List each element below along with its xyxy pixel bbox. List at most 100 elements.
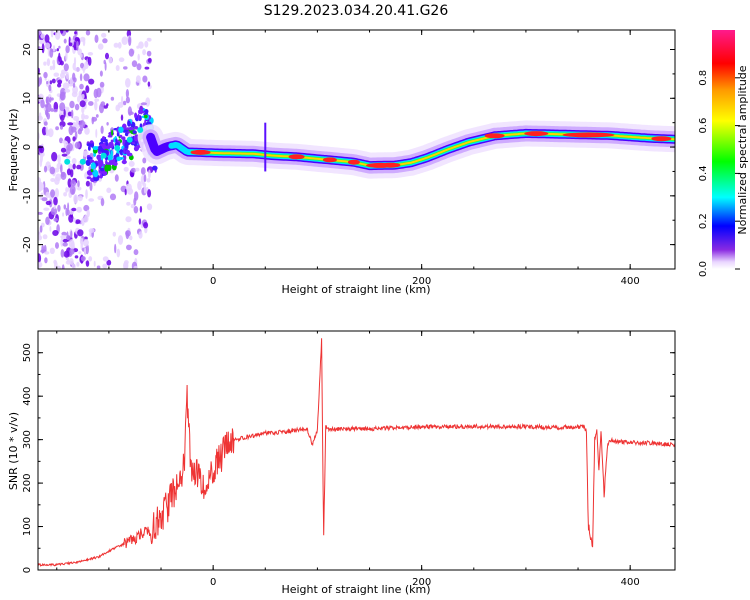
spectrogram-noise-blob: [63, 38, 67, 44]
spectrogram-noise-blob: [108, 56, 113, 64]
spectrogram-noise-blob: [144, 40, 149, 48]
spectrogram-burst-core: [114, 145, 121, 151]
spectrogram-noise-blob: [51, 151, 58, 162]
spectrogram-noise-blob: [65, 45, 70, 54]
spectrogram-noise-blob: [68, 239, 75, 248]
spectrogram-noise-blob: [48, 128, 54, 138]
spectrogram-noise-blob: [125, 78, 131, 88]
spectrogram-noise-blob: [84, 247, 87, 255]
spectrogram-noise-blob: [83, 204, 90, 212]
spectrogram-noise-blob: [100, 125, 104, 134]
spectrogram-noise-blob: [143, 174, 147, 183]
spectrogram-noise-blob: [84, 61, 89, 69]
spectrogram-noise-blob: [62, 212, 65, 217]
spectrogram-noise-blob: [41, 126, 47, 136]
spectrogram-noise-blob: [45, 126, 49, 135]
spectrogram-noise-blob: [40, 192, 44, 197]
snr-plot-area: [38, 331, 675, 570]
spectrogram-noise-blob: [53, 196, 58, 206]
spectrogram-noise-blob: [38, 182, 43, 193]
spectrogram-noise-blob: [75, 219, 81, 225]
snr-ytick-label: 300: [22, 430, 33, 449]
spectrogram-burst-blob: [90, 162, 96, 170]
spectrogram-noise-blob: [133, 206, 139, 214]
spectrogram-noise-blob: [74, 103, 80, 111]
spectrogram-noise-blob: [137, 53, 140, 61]
spectrogram-noise-blob: [57, 83, 62, 88]
spectrogram-noise-blob: [97, 43, 104, 50]
spectrogram-noise-blob: [71, 91, 78, 98]
spectrogram-noise-blob: [94, 98, 100, 102]
spectrogram-noise-blob: [40, 153, 43, 163]
spectrogram-noise-blob: [39, 39, 46, 45]
spectrogram-noise-blob: [76, 40, 79, 51]
spectrogram-noise-blob: [55, 242, 59, 249]
spectrogram-noise-blob: [62, 82, 70, 90]
colorbar-label: Normalized spectral amplitude: [736, 65, 749, 234]
spectrogram-noise-blob: [68, 42, 73, 47]
spectrogram-noise-blob: [128, 36, 132, 46]
spectrogram-noise-blob: [72, 136, 76, 142]
spectrogram-burst-blob: [110, 150, 113, 157]
spectrogram-noise-blob: [74, 141, 81, 149]
spectrogram-noise-blob: [45, 102, 52, 113]
spectrogram-noise-blob: [99, 81, 105, 88]
spectrogram-noise-blob: [52, 59, 56, 65]
colorbar-tick-label: 0.8: [698, 70, 709, 86]
spectrogram-noise-blob: [99, 70, 103, 77]
colorbar-ticks: 0.0 0.2 0.4 0.6 0.8: [698, 70, 740, 277]
spectrogram-noise-blob: [53, 204, 56, 210]
spectrogram-noise-blob: [138, 41, 144, 49]
spectrogram-noise-blob: [84, 115, 89, 120]
spectrogram-noise-blob: [57, 79, 63, 85]
spectrogram-noise-blob: [87, 56, 92, 66]
snr-ytick-label: 0: [22, 567, 33, 573]
spectrogram-noise-blob: [82, 66, 85, 74]
colorbar-tick-label: 0.2: [698, 213, 709, 229]
snr-ytick-label: 400: [22, 387, 33, 406]
spectrogram-noise-blob: [49, 96, 52, 103]
spectrogram-noise-blob: [72, 62, 76, 71]
spectrogram-noise-blob: [81, 113, 85, 121]
spectrogram-noise-blob: [60, 249, 65, 258]
spectrogram-noise-blob: [102, 256, 109, 262]
spectrogram-noise-blob: [46, 112, 50, 120]
spectrogram-noise-blob: [110, 96, 115, 101]
spectrogram-noise-blob: [44, 77, 47, 81]
spectrogram-noise-blob: [70, 126, 77, 133]
spectrogram-burst-blob: [132, 130, 137, 134]
spectrogram-noise-blob: [53, 72, 60, 77]
spectrogram-noise-blob: [130, 167, 137, 173]
spectrogram-noise-blob: [65, 187, 69, 193]
spectrogram-noise-blob: [67, 122, 74, 126]
spectrogram-noise-blob: [125, 96, 130, 104]
spectrogram-noise-blob: [82, 150, 89, 157]
spectrogram-noise-blob: [62, 242, 68, 247]
spectrogram-noise-blob: [128, 48, 135, 57]
spectrogram-peak-blob: [288, 154, 305, 160]
spectrogram-noise-blob: [50, 189, 56, 198]
spectrogram-noise-blob: [124, 260, 129, 265]
spectrogram-noise-blob: [46, 58, 51, 67]
spectrogram-noise-blob: [69, 100, 75, 109]
spectrogram-ytick-label: 10: [22, 92, 33, 105]
spectrogram-burst-blob: [125, 149, 130, 154]
figure-title: S129.2023.034.20.41.G26: [264, 3, 449, 19]
spectrogram-noise-blob: [115, 65, 120, 71]
spectrogram-y-label: Frequency (Hz): [7, 109, 20, 192]
spectrogram-noise-blob: [71, 157, 77, 165]
spectrogram-noise-blob: [38, 46, 41, 50]
spectrogram-noise-blob: [105, 52, 109, 60]
spectrogram-noise-blob: [60, 114, 65, 122]
spectrogram-noise-blob: [79, 127, 84, 131]
spectrogram-noise-blob: [39, 225, 43, 233]
spectrogram-burst-blob: [123, 147, 126, 155]
spectrogram-noise-blob: [131, 60, 138, 68]
spectrogram-burst-blob: [135, 117, 138, 122]
spectrogram-noise-blob: [138, 218, 142, 225]
spectrogram-noise-blob: [146, 50, 152, 57]
spectrogram-burst-blob: [103, 139, 108, 143]
spectrogram-burst-blob: [119, 150, 124, 153]
spectrogram-noise-blob: [148, 169, 151, 179]
spectrogram-burst-blob: [122, 136, 125, 145]
